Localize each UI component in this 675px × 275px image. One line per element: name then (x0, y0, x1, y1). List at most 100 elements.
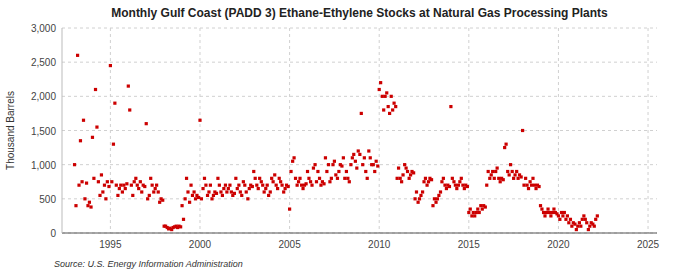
points (73, 54, 599, 231)
y-tick-label: 3,000 (31, 23, 56, 34)
point (236, 187, 239, 190)
point (352, 153, 355, 156)
point (481, 207, 484, 210)
point (408, 177, 411, 180)
point (139, 180, 142, 183)
point (327, 163, 330, 166)
point (224, 184, 227, 187)
grid-line-x (379, 28, 380, 233)
point (73, 163, 76, 166)
point (297, 180, 300, 183)
point (576, 225, 579, 228)
point (424, 177, 427, 180)
point (375, 160, 378, 163)
point (294, 177, 297, 180)
point (524, 177, 527, 180)
grid-line-x (289, 28, 290, 233)
x-tick-label: 2025 (637, 239, 660, 250)
point (273, 173, 276, 176)
point (212, 194, 215, 197)
point (521, 129, 524, 132)
point (118, 187, 121, 190)
point (136, 184, 139, 187)
point (457, 184, 460, 187)
point (440, 180, 443, 183)
point (520, 175, 523, 178)
point (267, 194, 270, 197)
point (101, 190, 104, 193)
point (95, 125, 98, 128)
point (366, 177, 369, 180)
point (533, 184, 536, 187)
point (458, 180, 461, 183)
point (333, 160, 336, 163)
point (421, 190, 424, 193)
point (94, 88, 97, 91)
point (427, 180, 430, 183)
point (378, 88, 381, 91)
point (337, 170, 340, 173)
point (588, 225, 591, 228)
point (134, 177, 137, 180)
point (243, 184, 246, 187)
point (161, 199, 164, 202)
point (306, 170, 309, 173)
point (289, 170, 292, 173)
point (304, 182, 307, 185)
point (373, 170, 376, 173)
point (513, 173, 516, 176)
point (149, 177, 152, 180)
point (291, 160, 294, 163)
chart: Monthly Gulf Coast (PADD 3) Ethane-Ethyl… (0, 0, 675, 275)
point (157, 190, 160, 193)
x-tick-label: 1995 (99, 239, 122, 250)
point (258, 177, 261, 180)
x-tick-label: 2020 (547, 239, 570, 250)
point (476, 207, 479, 210)
grid-line-x (199, 28, 200, 233)
point (497, 177, 500, 180)
point (298, 177, 301, 180)
point (396, 177, 399, 180)
point (275, 184, 278, 187)
point (549, 214, 552, 217)
point (261, 184, 264, 187)
point (355, 166, 358, 169)
point (442, 177, 445, 180)
point (331, 163, 334, 166)
point (419, 194, 422, 197)
point (508, 173, 511, 176)
point (109, 64, 112, 67)
point (503, 146, 506, 149)
point (284, 187, 287, 190)
point (412, 171, 415, 174)
point (184, 197, 187, 200)
point (240, 194, 243, 197)
point (385, 91, 388, 94)
y-axis-label: Thousand Barrels (5, 91, 16, 170)
point (499, 180, 502, 183)
point (449, 105, 452, 108)
point (189, 184, 192, 187)
point (312, 166, 315, 169)
point (387, 105, 390, 108)
point (264, 187, 267, 190)
x-tick-label: 2000 (189, 239, 212, 250)
point (473, 214, 476, 217)
point (504, 143, 507, 146)
point (529, 180, 532, 183)
point (151, 184, 154, 187)
point (309, 180, 312, 183)
point (391, 108, 394, 111)
point (112, 143, 115, 146)
point (496, 166, 499, 169)
point (74, 204, 77, 207)
point (116, 194, 119, 197)
point (216, 177, 219, 180)
point (436, 197, 439, 200)
point (257, 187, 260, 190)
point (180, 204, 183, 207)
point (228, 184, 231, 187)
grid-line-y (62, 233, 657, 234)
point (279, 180, 282, 183)
